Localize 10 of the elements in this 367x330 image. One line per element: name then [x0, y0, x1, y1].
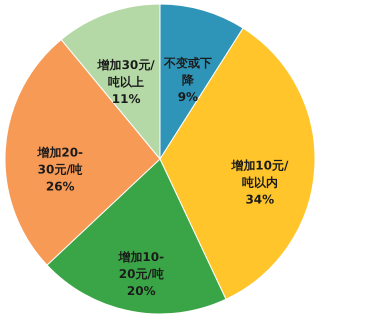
data-label: 34%: [245, 192, 274, 206]
slice-label: 增加20-30元/吨: [36, 146, 84, 177]
data-label: 11%: [112, 92, 140, 106]
slice-label: 增加10-20元/吨: [117, 250, 164, 282]
slice-label: 增加10元/吨以内: [230, 158, 289, 190]
slice-label: 增加30元/吨以上: [96, 58, 156, 89]
data-label: 20%: [126, 284, 156, 298]
slice-label: 不变或下降: [162, 56, 212, 87]
data-label: 26%: [46, 180, 75, 194]
data-label: 9%: [178, 90, 198, 104]
